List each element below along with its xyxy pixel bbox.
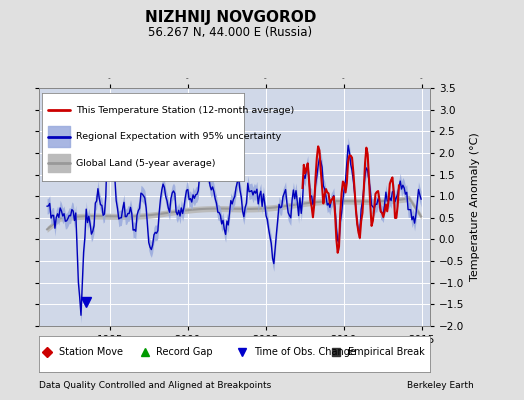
Text: Data Quality Controlled and Aligned at Breakpoints: Data Quality Controlled and Aligned at B… (39, 381, 271, 390)
Text: Global Land (5-year average): Global Land (5-year average) (76, 159, 216, 168)
Text: Regional Expectation with 95% uncertainty: Regional Expectation with 95% uncertaint… (76, 132, 281, 141)
Text: Record Gap: Record Gap (156, 347, 213, 357)
Text: Station Move: Station Move (59, 347, 123, 357)
Text: Berkeley Earth: Berkeley Earth (408, 381, 474, 390)
Y-axis label: Temperature Anomaly (°C): Temperature Anomaly (°C) (470, 133, 479, 281)
Text: Time of Obs. Change: Time of Obs. Change (254, 347, 356, 357)
Text: 56.267 N, 44.000 E (Russia): 56.267 N, 44.000 E (Russia) (148, 26, 313, 39)
Text: Empirical Break: Empirical Break (348, 347, 424, 357)
Text: NIZHNIJ NOVGOROD: NIZHNIJ NOVGOROD (145, 10, 316, 25)
Text: This Temperature Station (12-month average): This Temperature Station (12-month avera… (76, 106, 294, 115)
